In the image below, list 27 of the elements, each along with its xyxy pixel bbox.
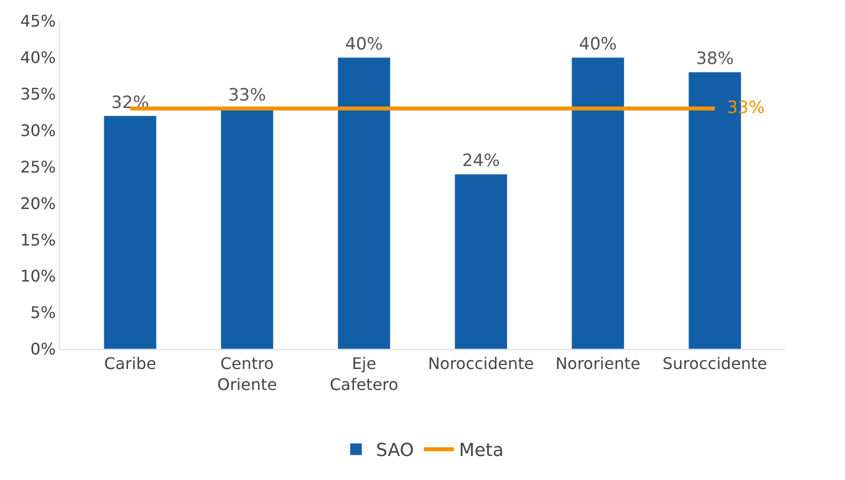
y-tick-label: 30%: [20, 120, 56, 140]
legend-label: SAO: [376, 440, 414, 462]
data-label: 33%: [228, 85, 266, 106]
y-tick-label: 25%: [20, 157, 56, 176]
x-tick-label: Noroccidente: [428, 354, 534, 374]
y-tick-label: 10%: [20, 266, 56, 286]
y-tick-label: 35%: [20, 84, 56, 104]
x-tick-label: Eje Cafetero: [330, 354, 398, 394]
legend-label: Meta: [458, 440, 504, 462]
x-tick-label: Suroccidente: [662, 354, 768, 374]
x-tick-label: Centro Oriente: [217, 354, 277, 394]
y-tick-label: 40%: [20, 48, 56, 68]
bar: [454, 174, 508, 349]
bar: [104, 116, 157, 349]
x-tick-label: Caribe: [104, 354, 156, 374]
data-label: 40%: [579, 34, 617, 54]
y-tick-label: 15%: [20, 230, 56, 250]
y-tick-label: 45%: [20, 12, 56, 31]
data-label: 40%: [345, 34, 383, 54]
data-label: 24%: [462, 151, 500, 172]
y-tick-label: 0%: [30, 340, 56, 359]
bar: [571, 57, 624, 349]
y-tick-label: 20%: [20, 194, 56, 213]
y-tick-label: 5%: [30, 303, 56, 322]
x-tick-label: Nororiente: [555, 354, 640, 374]
data-label: 38%: [696, 49, 734, 70]
bar: [337, 57, 391, 349]
